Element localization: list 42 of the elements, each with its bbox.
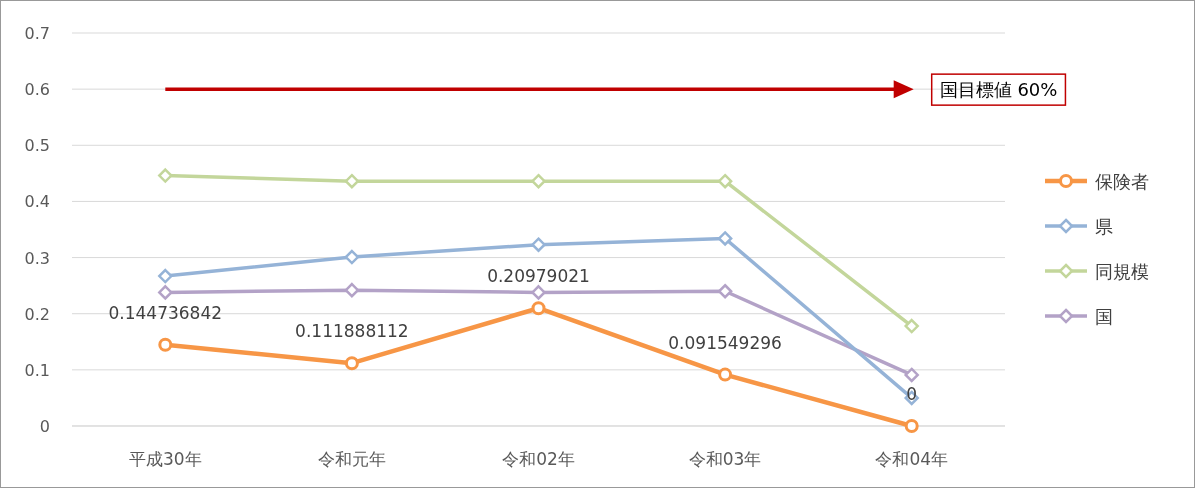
point <box>531 237 546 252</box>
point <box>158 285 173 300</box>
point <box>904 419 919 433</box>
legend-label: 同規模 <box>1095 261 1149 282</box>
point <box>904 318 919 334</box>
y-tick-label: 0.6 <box>24 80 50 100</box>
point <box>344 282 360 298</box>
y-tick-label: 0 <box>39 417 50 436</box>
y-tick-label: 0.2 <box>24 304 50 324</box>
legend-label: 保険者 <box>1095 171 1149 192</box>
point <box>158 337 173 352</box>
point <box>344 173 360 189</box>
x-tick-label: 令和02年 <box>502 449 575 469</box>
y-tick-label: 0.1 <box>24 360 50 380</box>
point <box>717 173 733 189</box>
y-tick-label: 0.5 <box>24 136 50 156</box>
data-label: 0.111888112 <box>295 321 409 342</box>
x-tick-label: 平成30年 <box>128 449 202 469</box>
legend-label: 国 <box>1095 306 1113 327</box>
point <box>717 284 733 299</box>
x-tick-label: 令和03年 <box>688 449 762 469</box>
point <box>158 268 173 284</box>
x-tick-label: 令和04年 <box>875 449 949 469</box>
x-tick-label: 令和元年 <box>317 449 386 469</box>
point <box>717 231 733 246</box>
point <box>718 367 733 382</box>
data-label: 0.20979021 <box>487 266 590 287</box>
data-label: 0.144736842 <box>108 302 223 323</box>
point <box>158 168 173 183</box>
y-tick-label: 0.4 <box>24 192 50 212</box>
y-tick-label: 0.3 <box>24 248 50 268</box>
point <box>531 301 546 316</box>
point <box>531 173 546 189</box>
ref-line-label: 国目標値 60% <box>939 79 1058 101</box>
point <box>531 285 546 300</box>
data-label: 0 <box>906 384 918 404</box>
data-label: 0.091549296 <box>668 332 782 353</box>
y-tick-label: 0.7 <box>24 24 50 43</box>
point <box>344 356 359 371</box>
legend-label: 県 <box>1095 216 1113 237</box>
point <box>904 367 919 383</box>
point <box>344 249 360 265</box>
